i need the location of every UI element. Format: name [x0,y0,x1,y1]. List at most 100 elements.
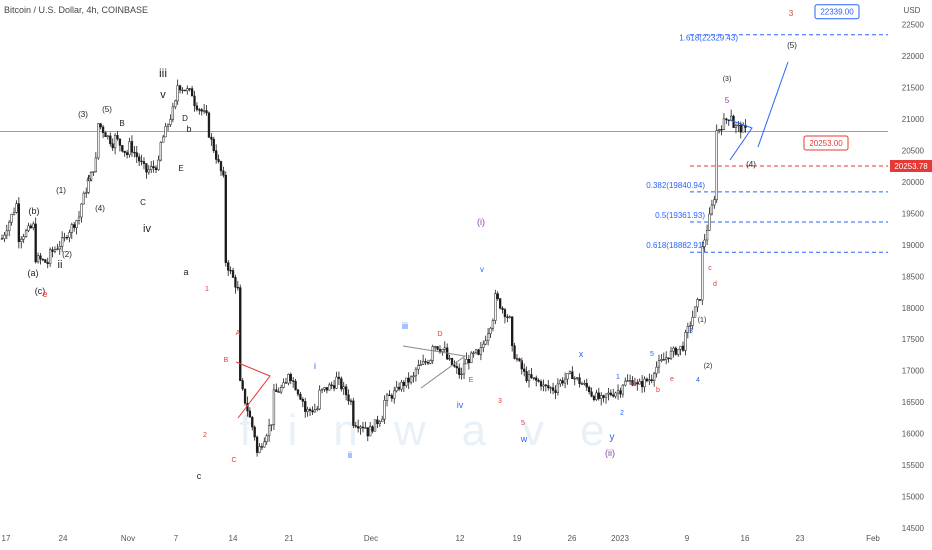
wave-label-w: w [520,434,528,444]
candle-body [118,138,122,146]
candle-body [489,327,492,335]
candle-body [128,141,131,155]
candle-body [631,380,634,386]
candle-body [378,421,381,424]
wave-label-e: e [670,376,674,383]
candle-body [87,180,90,193]
candle-body [544,384,548,386]
candle-body [554,390,557,393]
x-tick-label: 12 [456,534,465,543]
candle-body [441,349,444,352]
candle-body [474,349,478,354]
candle-body [104,132,107,138]
candle-body [686,326,689,333]
candle-body [600,395,603,399]
candle-body [241,380,244,390]
candle-body [123,150,126,153]
candle-body [63,237,66,239]
y-axis-currency: USD [904,6,921,15]
candle-body [289,373,292,381]
wave-label-c: C [140,198,146,207]
candle-body [571,371,574,379]
candle-body [539,381,543,387]
candle-body [535,377,538,381]
candle-body [566,373,569,380]
candle-body [65,237,69,239]
candle-body [24,230,28,237]
x-tick-label: Dec [364,534,378,543]
y-tick-label: 16500 [902,398,925,407]
candle-body [46,262,49,264]
wave-label-b: b [656,387,660,394]
wave-label-1: (1) [56,186,66,195]
candle-body [357,426,360,429]
candle-body [703,239,706,248]
candle-body [607,392,610,395]
x-tick-label: 26 [568,534,577,543]
candle-body [434,346,437,348]
x-tick-label: 2023 [611,534,629,543]
candle-body [272,389,276,425]
y-tick-label: 19500 [902,209,925,218]
candle-body [414,368,418,377]
x-tick-label: 23 [796,534,805,543]
wave-label-1: 1 [205,286,209,293]
candle-body [48,249,52,264]
candle-body [515,358,519,360]
candle-body [287,373,290,384]
candle-body [537,380,540,382]
candle-body [224,174,227,263]
fib-extension-label: 1.618(22329.43) [679,33,738,42]
candle-body [275,389,278,392]
candle-body [32,223,35,229]
candle-body [140,160,143,163]
candle-body [347,394,350,402]
wave-label-3: 3 [689,328,693,335]
watermark-text: finwave [239,406,640,455]
wave-label-b: B [119,119,124,128]
candle-body [438,349,442,352]
candle-body [568,371,572,374]
candle-body [325,387,329,391]
wave-label-b: (b) [29,206,40,216]
y-tick-label: 14500 [902,524,925,533]
candle-body [157,159,160,171]
candle-body [402,381,406,386]
candle-body [15,203,18,213]
candle-body [145,163,148,173]
wave-label-2: (2) [62,250,72,259]
y-tick-label: 17000 [902,367,925,376]
support-callout-label: 20253.00 [809,139,843,148]
y-tick-label: 22000 [902,52,925,61]
wave-label-4: 4 [696,377,700,384]
candle-body [239,287,242,381]
candle-body [717,129,721,131]
candle-body [373,419,377,432]
candle-body [626,380,629,382]
y-tick-label: 20500 [902,146,925,155]
wave-label-a: a [183,267,188,277]
candle-body [614,392,617,397]
fib-level-label: 0.5(19361.93) [655,211,705,220]
candle-body [588,386,591,393]
candle-body [409,376,413,383]
last-price-tag [890,159,932,172]
candle-body [518,358,521,361]
candle-body [352,400,355,426]
candle-body [677,348,680,355]
wave-label-3: 3 [789,9,794,18]
wave-label-x: x [579,349,584,359]
candle-body [417,365,420,370]
candle-body [164,126,167,138]
wave-label-a: A [86,174,92,183]
wave-label-a: (a) [28,268,39,278]
candle-body [742,125,745,133]
candle-body [113,135,117,149]
candle-body [725,118,728,121]
candle-body [556,383,560,393]
candle-body [496,293,499,299]
candle-body [648,379,651,382]
candle-body [484,340,487,345]
candle-body [258,446,261,453]
